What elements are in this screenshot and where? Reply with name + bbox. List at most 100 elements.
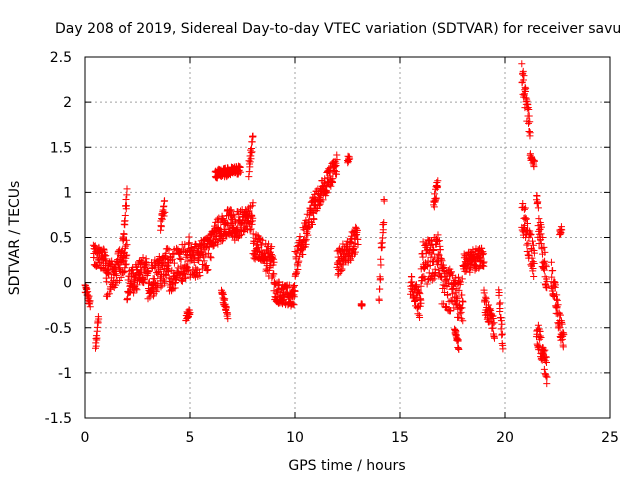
data-point bbox=[554, 301, 562, 309]
data-point bbox=[246, 158, 254, 166]
data-point bbox=[141, 276, 149, 284]
data-point bbox=[376, 275, 384, 283]
data-point bbox=[557, 336, 565, 344]
data-point bbox=[534, 321, 542, 329]
data-point bbox=[121, 261, 129, 269]
data-point bbox=[86, 303, 94, 311]
data-point bbox=[556, 311, 564, 319]
data-point bbox=[132, 284, 140, 292]
data-point bbox=[548, 273, 556, 281]
data-point bbox=[536, 332, 544, 340]
x-tick-label: 15 bbox=[391, 430, 409, 446]
data-point bbox=[275, 278, 283, 286]
data-point bbox=[496, 299, 504, 307]
data-point bbox=[270, 270, 278, 278]
data-point bbox=[332, 162, 340, 170]
data-point bbox=[434, 231, 442, 239]
chart-title: Day 208 of 2019, Sidereal Day-to-day VTE… bbox=[55, 21, 621, 37]
data-point bbox=[454, 313, 462, 321]
data-point bbox=[122, 260, 130, 268]
data-point bbox=[259, 236, 267, 244]
data-point bbox=[434, 177, 442, 185]
data-point bbox=[203, 267, 211, 275]
data-points bbox=[81, 60, 568, 388]
data-point bbox=[447, 268, 455, 276]
data-point bbox=[530, 272, 538, 280]
data-point bbox=[157, 283, 165, 291]
data-point bbox=[139, 254, 147, 262]
data-point bbox=[549, 292, 557, 300]
data-point bbox=[530, 249, 538, 257]
data-point bbox=[540, 347, 548, 355]
data-point bbox=[536, 335, 544, 343]
data-point bbox=[375, 296, 383, 304]
data-point bbox=[170, 259, 178, 267]
data-point bbox=[270, 258, 278, 266]
data-point bbox=[294, 266, 302, 274]
data-point bbox=[499, 345, 507, 353]
data-point bbox=[105, 270, 113, 278]
data-point bbox=[480, 258, 488, 266]
data-point bbox=[290, 293, 298, 301]
data-point bbox=[122, 242, 130, 250]
data-point bbox=[407, 279, 415, 287]
data-point bbox=[351, 248, 359, 256]
data-point bbox=[489, 315, 497, 323]
data-point bbox=[347, 256, 355, 264]
data-point bbox=[519, 67, 527, 75]
data-point bbox=[103, 278, 111, 286]
data-point bbox=[267, 251, 275, 259]
data-point bbox=[201, 244, 209, 252]
data-point bbox=[157, 223, 165, 231]
x-tick-label: 25 bbox=[601, 430, 619, 446]
data-point bbox=[458, 304, 466, 312]
data-point bbox=[458, 291, 466, 299]
data-point bbox=[122, 195, 130, 203]
data-point bbox=[202, 262, 210, 270]
y-axis-ticks: -1.5 -1 -0.5 0 0.5 1 1.5 2 2.5 bbox=[45, 50, 610, 427]
y-tick-label: 1 bbox=[63, 185, 72, 201]
data-point bbox=[93, 334, 101, 342]
data-point bbox=[227, 206, 235, 214]
data-point bbox=[145, 280, 153, 288]
data-point bbox=[454, 336, 462, 344]
data-point bbox=[428, 276, 436, 284]
data-point bbox=[267, 244, 275, 252]
data-point bbox=[358, 300, 366, 308]
data-point bbox=[523, 241, 531, 249]
data-point bbox=[258, 241, 266, 249]
data-point bbox=[301, 237, 309, 245]
data-point bbox=[424, 257, 432, 265]
data-point bbox=[538, 223, 546, 231]
data-point bbox=[333, 170, 341, 178]
data-point bbox=[525, 119, 533, 127]
data-point bbox=[123, 294, 131, 302]
data-point bbox=[249, 132, 257, 140]
data-point bbox=[521, 214, 529, 222]
data-point bbox=[344, 159, 352, 167]
data-point bbox=[556, 324, 564, 332]
data-point bbox=[165, 265, 173, 273]
data-point bbox=[329, 175, 337, 183]
data-point bbox=[210, 241, 218, 249]
data-point bbox=[423, 280, 431, 288]
data-point bbox=[413, 303, 421, 311]
data-point bbox=[291, 287, 299, 295]
data-point bbox=[555, 310, 563, 318]
data-point bbox=[542, 283, 550, 291]
y-tick-label: 2 bbox=[63, 95, 72, 111]
data-point bbox=[272, 280, 280, 288]
data-point bbox=[434, 250, 442, 258]
data-point bbox=[115, 276, 123, 284]
data-point bbox=[299, 251, 307, 259]
data-point bbox=[295, 257, 303, 265]
data-point bbox=[435, 251, 443, 259]
data-point bbox=[497, 325, 505, 333]
data-point bbox=[414, 310, 422, 318]
data-point bbox=[123, 251, 131, 259]
data-point bbox=[455, 286, 463, 294]
x-tick-label: 0 bbox=[81, 430, 90, 446]
data-point bbox=[333, 156, 341, 164]
data-point bbox=[540, 266, 548, 274]
